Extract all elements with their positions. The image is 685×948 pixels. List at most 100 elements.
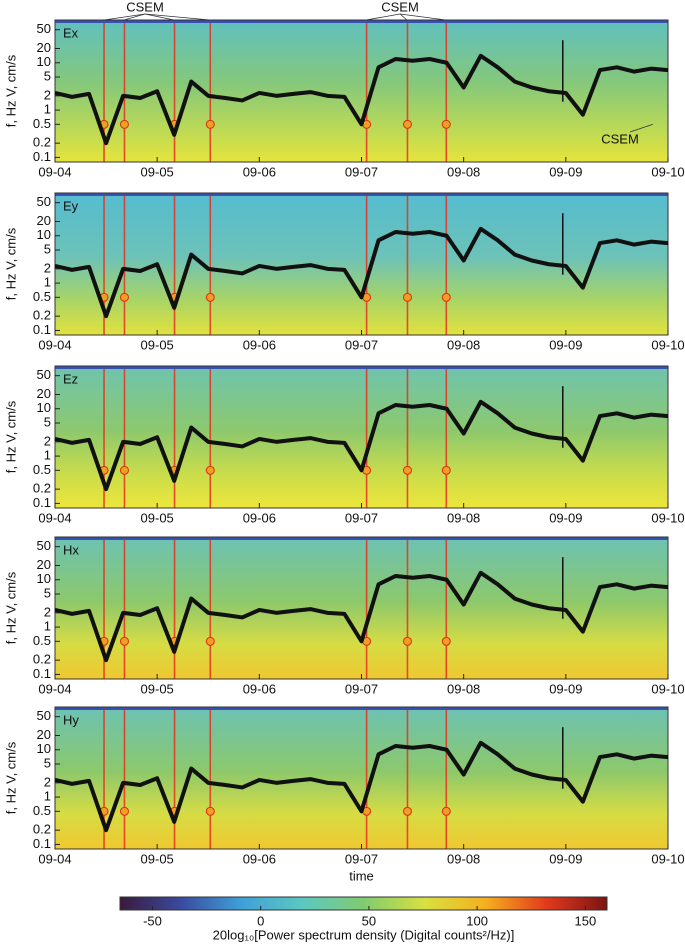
annotation-leader [103,13,146,21]
annotation: CSEM [126,0,164,14]
y-tick-label: 2 [44,260,51,275]
csem-blob [119,119,129,129]
annotation-leader [123,13,146,21]
y-axis-label: f, Hz V, cm/s [3,54,18,127]
csem-blob [441,806,451,816]
y-tick-label: 5 [44,68,51,83]
x-tick-label: 09-07 [345,851,378,866]
y-tick-label: 20 [37,557,51,572]
csem-blob [402,292,412,302]
annotation-leader [144,13,211,21]
y-tick-label: 0.5 [33,803,51,818]
csem-blob [441,292,451,302]
top-band [55,20,668,23]
annotation: CSEM [381,0,419,14]
csem-blob [402,465,412,475]
y-tick-label: 50 [37,708,51,723]
y-tick-label: 0.1 [33,495,51,510]
top-band [55,707,668,710]
y-tick-label: 20 [37,386,51,401]
y-tick-label: 0.5 [33,462,51,477]
x-tick-label: 09-04 [38,851,71,866]
x-tick-label: 09-06 [243,164,276,179]
y-axis-label: f, Hz V, cm/s [3,227,18,300]
x-tick-label: 09-07 [345,337,378,352]
csem-blob [119,636,129,646]
x-tick-label: 09-07 [345,510,378,525]
y-tick-label: 0.5 [33,633,51,648]
y-tick-label: 5 [44,585,51,600]
y-tick-label: 20 [37,40,51,55]
csem-blob [402,636,412,646]
y-tick-label: 50 [37,367,51,382]
spectrogram-background [55,537,668,679]
x-tick-label: 09-09 [549,164,582,179]
spectrogram-background [55,193,668,335]
y-tick-label: 0.2 [33,308,51,323]
panel-title: Ey [63,198,79,213]
y-tick-label: 2 [44,433,51,448]
y-tick-label: 0.1 [33,836,51,851]
csem-blob [205,465,215,475]
y-tick-label: 1 [44,448,51,463]
y-tick-label: 0.1 [33,322,51,337]
annotation: CSEM [601,131,639,146]
y-tick-label: 0.2 [33,822,51,837]
csem-blob [441,636,451,646]
x-tick-label: 09-08 [447,164,480,179]
top-band [55,193,668,196]
y-tick-label: 0.1 [33,666,51,681]
y-tick-label: 2 [44,604,51,619]
panel-title: Ex [63,25,79,40]
csem-blob [119,292,129,302]
x-tick-label: 09-05 [141,510,174,525]
velocity-trace [54,53,669,146]
x-tick-label: 09-10 [651,164,684,179]
annotation-leader [399,13,408,21]
x-tick-label: 09-08 [447,337,480,352]
panel-title: Ez [63,371,78,386]
x-axis-label: time [349,868,374,883]
velocity-trace [54,399,669,492]
y-tick-label: 0.2 [33,481,51,496]
top-band [55,366,668,369]
x-tick-label: 09-10 [651,510,684,525]
x-tick-label: 09-05 [141,851,174,866]
csem-blob [119,806,129,816]
x-tick-label: 09-06 [243,851,276,866]
x-tick-label: 09-05 [141,337,174,352]
top-band [55,537,668,540]
y-tick-label: 1 [44,275,51,290]
velocity-trace [54,570,669,663]
y-tick-label: 50 [37,538,51,553]
annotation-leader [365,13,401,21]
y-tick-label: 0.5 [33,116,51,131]
x-tick-label: 09-09 [549,851,582,866]
y-axis-label: f, Hz V, cm/s [3,571,18,644]
x-tick-label: 09-06 [243,337,276,352]
colorbar-tick-label: -50 [143,913,162,928]
csem-blob [205,636,215,646]
colorbar-tick-label: 100 [466,913,488,928]
colorbar-tick-label: 150 [575,913,597,928]
y-tick-label: 0.5 [33,289,51,304]
x-tick-label: 09-05 [141,164,174,179]
y-tick-label: 10 [37,400,51,415]
x-tick-label: 09-09 [549,681,582,696]
y-tick-label: 5 [44,241,51,256]
spectrogram-background [55,20,668,162]
x-tick-label: 09-08 [447,681,480,696]
y-tick-label: 2 [44,774,51,789]
y-axis-label: f, Hz V, cm/s [3,400,18,473]
x-tick-label: 09-06 [243,681,276,696]
x-tick-label: 09-05 [141,681,174,696]
y-tick-label: 5 [44,414,51,429]
annotation-leader [144,13,175,21]
y-tick-label: 20 [37,213,51,228]
y-tick-label: 2 [44,87,51,102]
csem-blob [402,119,412,129]
y-tick-label: 1 [44,619,51,634]
csem-blob [119,465,129,475]
annotation-leader [399,13,447,21]
y-tick-label: 10 [37,571,51,586]
